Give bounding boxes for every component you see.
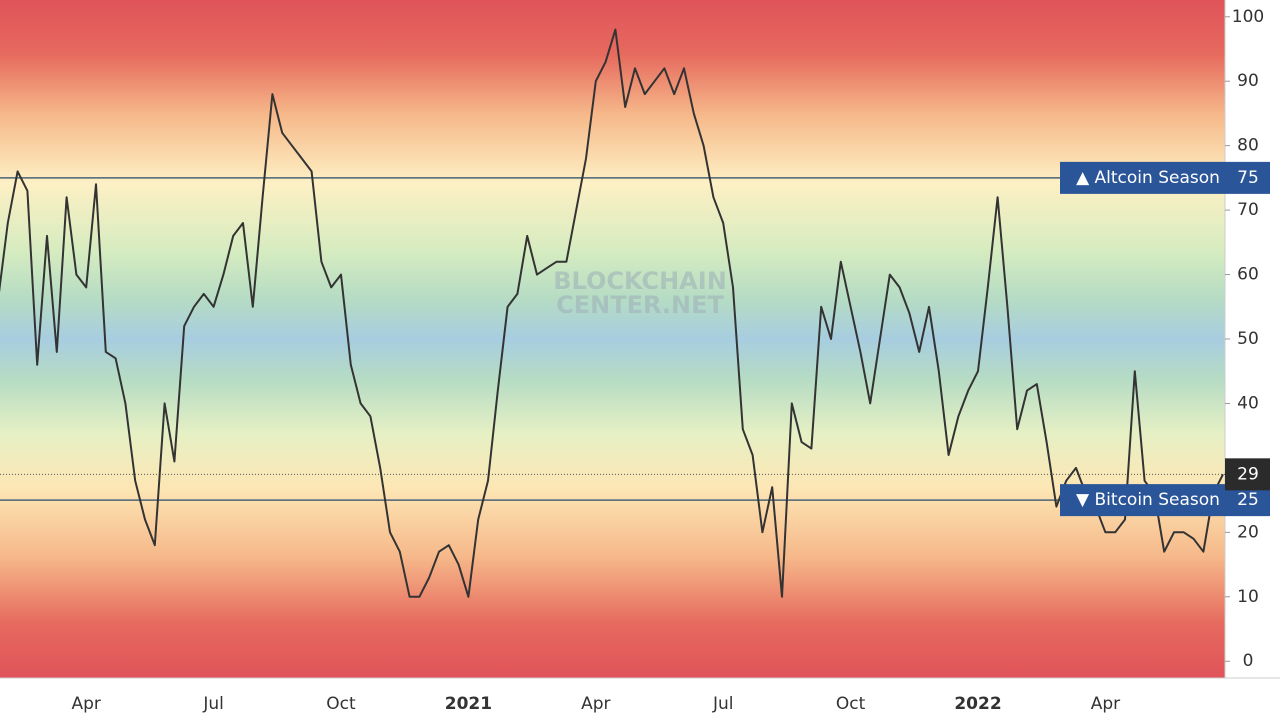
- x-tick-label: Jul: [202, 694, 224, 714]
- x-tick-label: Apr: [581, 694, 610, 714]
- series-line: [0, 28, 1224, 598]
- y-tick-label: 20: [1237, 522, 1259, 542]
- y-tick-label: 40: [1237, 393, 1259, 413]
- current-value-box: [1225, 458, 1270, 491]
- level-value: 25: [1237, 490, 1259, 510]
- y-tick-label: 90: [1237, 71, 1259, 91]
- level-label: ▲ Altcoin Season: [1076, 168, 1220, 188]
- watermark: BLOCKCHAIN: [553, 267, 727, 295]
- level-value: 75: [1237, 168, 1259, 188]
- x-tick-label: Oct: [836, 694, 866, 714]
- x-tick-label: 2022: [954, 694, 1001, 714]
- level-label-box: [1060, 161, 1270, 194]
- plot-background: [0, 0, 1225, 678]
- x-tick-label: Apr: [71, 694, 100, 714]
- x-tick-label: Jul: [712, 694, 734, 714]
- current-value-label: 29: [1237, 464, 1259, 484]
- x-tick-label: 2021: [445, 694, 492, 714]
- y-tick-label: 60: [1237, 265, 1259, 285]
- x-tick-label: Oct: [326, 694, 356, 714]
- y-tick-label: 10: [1237, 587, 1259, 607]
- level-label: ▼ Bitcoin Season: [1076, 490, 1220, 510]
- y-tick-label: 0: [1243, 651, 1254, 671]
- y-tick-label: 70: [1237, 200, 1259, 220]
- watermark: CENTER.NET: [556, 291, 724, 319]
- y-tick-label: 80: [1237, 136, 1259, 156]
- y-tick-label: 50: [1237, 329, 1259, 349]
- x-tick-label: Apr: [1091, 694, 1120, 714]
- y-tick-label: 100: [1232, 7, 1264, 27]
